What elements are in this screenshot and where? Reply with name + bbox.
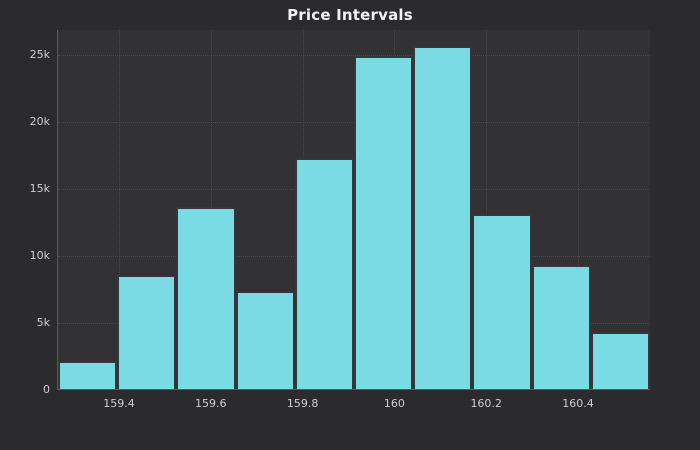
histogram-bar [590,331,650,389]
y-tick-label: 25k [29,48,50,62]
x-tick-label: 160.2 [470,397,502,410]
y-tick-label: 0 [43,383,50,396]
plot-area [57,30,650,390]
y-tick-label: 15k [29,182,50,196]
histogram-bar [235,291,295,389]
chart-title: Price Intervals [287,6,413,24]
vertical-gridline [119,30,120,389]
x-tick-label: 160.4 [562,397,594,410]
histogram-bar [294,157,354,389]
y-tick-label: 5k [36,316,50,330]
histogram-bar [58,360,118,389]
vertical-gridline [486,30,488,389]
vertical-gridline [578,30,579,389]
histogram-bar [413,46,473,389]
x-tick-label: 159.8 [286,397,319,410]
histogram-bar [117,275,177,389]
histogram-bar [472,213,532,389]
histogram-bar [354,55,414,389]
x-tick-label: 160 [383,397,405,410]
histogram-bar [531,264,591,389]
y-tick-label: 20k [29,115,50,129]
y-tick-label: 10k [29,249,50,263]
x-tick-label: 159.6 [195,397,227,410]
histogram-bar [176,207,236,389]
x-tick-label: 159.4 [103,397,135,410]
